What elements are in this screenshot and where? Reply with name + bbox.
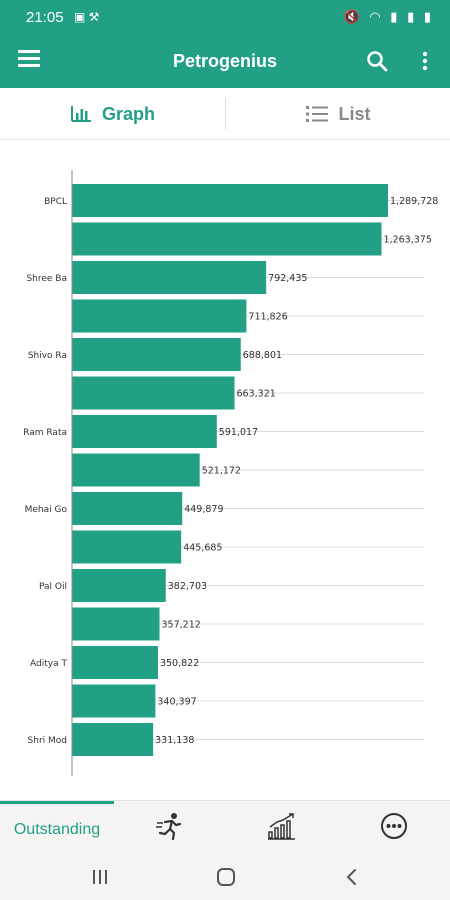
tab-graph-label: Graph	[101, 103, 155, 124]
more-options-icon	[380, 812, 408, 845]
bar-5[interactable]	[72, 376, 235, 410]
home-icon[interactable]	[214, 866, 238, 888]
category-label-8: Mehai Go	[25, 505, 68, 515]
status-time: 21:05	[26, 9, 64, 26]
status-system-icons: 🔇 ◠ ▮ ▮ ▮	[343, 9, 434, 24]
bar-14[interactable]	[72, 723, 154, 756]
nav-more[interactable]	[364, 801, 424, 855]
bar-3[interactable]	[72, 299, 247, 333]
category-label-12: Aditya T	[30, 659, 67, 669]
tab-list-label: List	[338, 103, 371, 124]
category-label-6: Ram Rata	[23, 428, 67, 438]
bar-11[interactable]	[72, 607, 160, 641]
value-label-12: 350,822	[160, 658, 199, 669]
bottom-nav: Outstanding	[0, 800, 450, 854]
bar-7[interactable]	[72, 453, 200, 487]
bar-chart-icon	[70, 105, 92, 123]
bar-12[interactable]	[72, 646, 158, 679]
bar-1[interactable]	[72, 222, 382, 256]
search-icon[interactable]	[366, 50, 388, 72]
value-label-5: 663,321	[237, 389, 276, 400]
bar-13[interactable]	[72, 684, 156, 718]
category-label-0: BPCL	[44, 197, 67, 207]
growth-chart-icon	[267, 812, 297, 845]
nav-outstanding-label: Outstanding	[13, 820, 101, 838]
app-bar: Petrogenius	[0, 34, 450, 88]
bar-0[interactable]	[72, 184, 388, 217]
category-label-2: Shree Ba	[26, 274, 67, 284]
bar-2[interactable]	[72, 261, 267, 294]
value-label-4: 688,801	[243, 350, 282, 361]
category-label-10: Pal Oil	[39, 582, 67, 592]
value-label-3: 711,826	[248, 312, 287, 323]
value-label-14: 331,138	[155, 735, 194, 746]
value-label-1: 1,263,375	[384, 235, 432, 246]
recent-apps-icon[interactable]	[88, 866, 112, 888]
bar-4[interactable]	[72, 338, 241, 371]
tab-graph[interactable]: Graph	[0, 88, 225, 140]
status-notification-icons: ▣ ⚒	[74, 10, 100, 24]
view-tabs: Graph List	[0, 88, 450, 140]
list-icon	[306, 105, 329, 123]
status-bar: 21:05 ▣ ⚒ 🔇 ◠ ▮ ▮ ▮	[0, 0, 450, 34]
value-label-7: 521,172	[202, 466, 241, 477]
back-icon[interactable]	[340, 866, 364, 888]
category-label-4: Shivo Ra	[28, 351, 67, 361]
value-label-11: 357,212	[162, 620, 201, 631]
bar-chart: 1,289,728 BPCL 1,263,375 792,435 Shree Ba 711…	[23, 170, 438, 776]
value-label-8: 449,879	[184, 504, 223, 515]
tab-divider	[225, 98, 226, 130]
overflow-menu-icon[interactable]	[416, 50, 434, 72]
app-title: Petrogenius	[172, 51, 278, 71]
value-label-13: 340,397	[157, 697, 196, 708]
value-label-9: 445,685	[183, 543, 222, 554]
chart-area: 1,289,728 BPCL 1,263,375 792,435 Shree Ba 711…	[0, 140, 450, 800]
value-label-10: 382,703	[168, 581, 207, 592]
value-label-6: 591,017	[219, 427, 258, 438]
nav-running-man[interactable]	[140, 801, 200, 855]
bar-10[interactable]	[72, 569, 166, 602]
system-nav-bar	[0, 854, 450, 900]
bar-6[interactable]	[72, 415, 217, 448]
bar-8[interactable]	[72, 492, 183, 525]
nav-outstanding[interactable]: Outstanding	[0, 801, 114, 855]
category-label-14: Shri Mod	[28, 736, 67, 746]
tab-list[interactable]: List	[226, 88, 450, 140]
nav-growth[interactable]	[252, 801, 312, 855]
value-label-0: 1,289,728	[390, 196, 438, 207]
bar-9[interactable]	[72, 530, 182, 564]
value-label-2: 792,435	[268, 273, 307, 284]
running-man-icon	[155, 812, 185, 845]
menu-icon[interactable]	[18, 50, 44, 72]
